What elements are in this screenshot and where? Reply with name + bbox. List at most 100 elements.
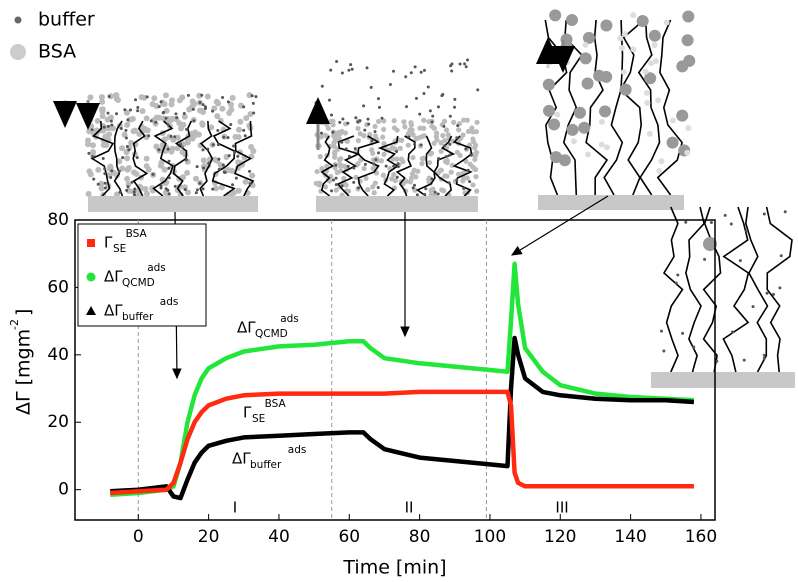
particle — [136, 109, 140, 113]
particle — [124, 136, 128, 140]
particle — [98, 185, 105, 192]
particle — [448, 114, 452, 118]
particle — [87, 171, 94, 178]
particle — [338, 120, 342, 124]
particle — [437, 167, 443, 174]
particle — [422, 92, 426, 96]
particle — [436, 192, 440, 196]
particle — [108, 114, 115, 121]
particle — [124, 121, 131, 128]
particle — [331, 130, 335, 134]
particle — [648, 29, 661, 42]
particle — [730, 330, 734, 334]
particle — [223, 171, 227, 175]
particle — [428, 187, 434, 193]
particle — [553, 46, 560, 53]
particle — [474, 119, 480, 125]
particle — [466, 58, 470, 62]
x-tick-label: 40 — [268, 527, 290, 547]
particle — [659, 329, 663, 333]
particle — [426, 176, 432, 183]
particle — [94, 117, 101, 124]
particle — [135, 156, 139, 160]
particle — [124, 175, 131, 182]
particle — [332, 165, 338, 171]
particle — [332, 150, 338, 157]
legend-label: ΔΓ — [104, 268, 123, 286]
particle — [456, 124, 460, 128]
particle — [429, 123, 435, 129]
particle — [211, 187, 215, 191]
x-tick-label: 100 — [474, 527, 506, 547]
polymer-chain — [172, 120, 193, 197]
particle — [643, 89, 650, 96]
particle — [235, 159, 242, 166]
particle — [250, 94, 254, 98]
particle — [440, 94, 444, 98]
particle — [346, 121, 350, 125]
particle — [125, 188, 129, 192]
particle — [355, 125, 361, 131]
particle — [599, 105, 612, 118]
series-line — [110, 261, 695, 497]
particle — [331, 178, 335, 182]
particle — [404, 75, 408, 79]
particle — [356, 120, 360, 124]
polymer-chain — [656, 19, 683, 196]
particle — [413, 142, 417, 146]
particle — [110, 169, 114, 173]
particle — [213, 185, 220, 192]
particle — [355, 161, 361, 167]
particle — [226, 136, 230, 140]
particle — [666, 136, 679, 149]
particle — [413, 174, 419, 180]
particle — [159, 186, 163, 190]
particle — [474, 188, 480, 194]
x-tick-label: 80 — [409, 527, 431, 547]
particle — [779, 254, 783, 258]
particle — [85, 190, 92, 197]
particle — [409, 71, 413, 75]
particle — [413, 135, 419, 142]
particle — [418, 134, 424, 140]
particle — [426, 159, 433, 166]
particle — [121, 156, 125, 160]
particle — [381, 141, 387, 147]
particle — [124, 128, 128, 132]
x-tick-label: 140 — [614, 527, 646, 547]
particle — [142, 185, 149, 192]
particle — [123, 109, 130, 116]
particle — [226, 110, 233, 117]
polymer-chain — [562, 19, 583, 196]
particle — [563, 59, 570, 66]
particle — [341, 163, 348, 169]
particle — [200, 157, 207, 164]
particle — [372, 180, 378, 186]
particle — [185, 189, 192, 196]
particle — [410, 154, 416, 161]
particle — [99, 98, 106, 105]
particle — [473, 129, 479, 135]
particle — [176, 97, 183, 104]
particle — [464, 117, 470, 123]
curve-annotation: ΔΓ — [237, 319, 256, 337]
particle — [354, 116, 358, 120]
schematic-legend-label: BSA — [38, 41, 76, 63]
particle — [231, 183, 235, 187]
particle — [554, 111, 561, 118]
particle — [448, 142, 452, 146]
particle — [115, 112, 119, 116]
particle — [184, 169, 191, 176]
particle — [399, 137, 405, 143]
particle — [118, 190, 122, 194]
particle — [440, 132, 446, 139]
particle — [251, 101, 255, 105]
particle — [329, 113, 333, 117]
particle — [681, 331, 685, 335]
particle — [95, 166, 102, 173]
particle — [417, 125, 423, 131]
particle — [164, 187, 168, 191]
particle — [582, 41, 589, 48]
particle — [419, 160, 425, 167]
particle — [341, 175, 347, 182]
